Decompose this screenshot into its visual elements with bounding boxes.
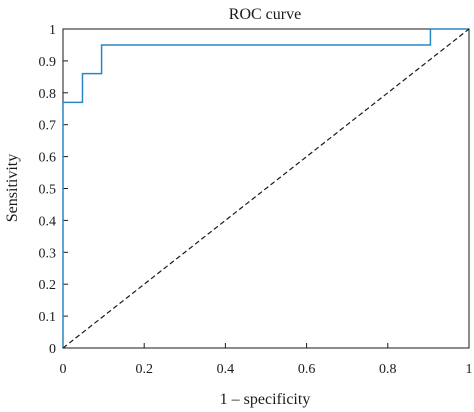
y-tick-label: 0.9 — [39, 55, 57, 70]
y-tick-label: 0 — [49, 342, 56, 357]
x-tick-label: 1 — [466, 362, 473, 377]
y-tick-label: 0.2 — [39, 278, 57, 293]
chart-title: ROC curve — [229, 6, 301, 23]
y-axis-title: Sensitivity — [4, 154, 21, 222]
y-tick-label: 0.8 — [39, 87, 57, 102]
reference-diagonal-line — [62, 28, 470, 349]
x-tick-label: 0.6 — [298, 362, 316, 377]
y-tick-label: 0.7 — [39, 119, 57, 134]
y-tick-label: 0.3 — [39, 246, 57, 261]
y-tick-label: 0.1 — [39, 310, 57, 325]
x-axis-title: 1 – specificity — [220, 391, 311, 408]
x-tick-label: 0.4 — [217, 362, 235, 377]
roc-curve-line — [62, 28, 469, 348]
y-tick-label: 0.6 — [39, 151, 57, 166]
y-tick-label: 0.4 — [39, 214, 57, 229]
y-tick-label: 1 — [49, 23, 56, 38]
x-tick-label: 0 — [60, 362, 67, 377]
x-tick-label: 0.8 — [379, 362, 397, 377]
x-tick-label: 0.2 — [135, 362, 153, 377]
plot-area: 0 0.1 0.2 0.3 0.4 0.5 0.6 0.7 0.8 0.9 1 0 0.2 0.4 0.6 0… — [39, 23, 473, 377]
y-tick-label: 0.5 — [39, 183, 57, 198]
